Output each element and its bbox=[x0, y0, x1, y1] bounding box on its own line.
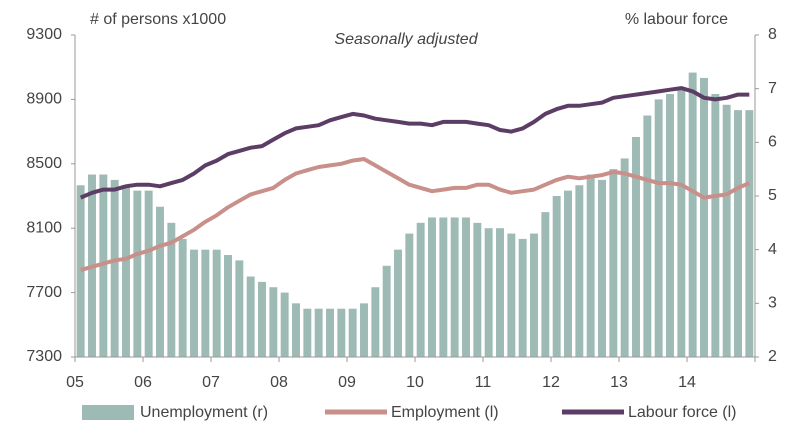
bar bbox=[76, 185, 85, 357]
bar bbox=[224, 255, 232, 357]
bar bbox=[473, 222, 482, 357]
bar bbox=[654, 99, 663, 358]
y-tick-label: 8500 bbox=[26, 155, 62, 172]
bar bbox=[609, 169, 618, 357]
bar bbox=[303, 308, 312, 357]
y-tick-label: 9300 bbox=[26, 26, 62, 43]
bar bbox=[643, 115, 652, 357]
bar bbox=[745, 110, 754, 357]
bar bbox=[666, 94, 674, 358]
x-tick-label: 12 bbox=[542, 374, 560, 391]
bar bbox=[337, 308, 346, 357]
y-tick-label: 8100 bbox=[26, 219, 62, 236]
bar bbox=[133, 190, 142, 357]
bar bbox=[541, 212, 550, 357]
legend-label: Unemployment (r) bbox=[140, 404, 268, 421]
y2-tick-label: 3 bbox=[768, 295, 777, 312]
x-tick-label: 08 bbox=[270, 374, 288, 391]
y-tick-label: 7300 bbox=[26, 348, 62, 365]
bar bbox=[178, 238, 187, 357]
line bbox=[79, 86, 750, 200]
bar bbox=[632, 136, 640, 357]
bar bbox=[280, 292, 289, 357]
y-tick-label: 7700 bbox=[26, 284, 62, 301]
bar bbox=[496, 228, 504, 357]
bar bbox=[394, 249, 402, 357]
bar bbox=[382, 265, 391, 357]
y2-tick-label: 7 bbox=[768, 80, 777, 97]
bar bbox=[518, 238, 527, 357]
y2-tick-label: 8 bbox=[768, 26, 777, 43]
bar bbox=[734, 110, 742, 357]
x-tick-label: 07 bbox=[202, 374, 220, 391]
bar bbox=[144, 190, 153, 357]
x-tick-label: 11 bbox=[475, 374, 492, 391]
bar bbox=[620, 158, 629, 357]
bar bbox=[462, 217, 470, 357]
x-tick-label: 06 bbox=[134, 374, 152, 391]
y2-axis-label: % labour force bbox=[625, 11, 728, 28]
bar bbox=[428, 217, 436, 357]
x-tick-label: 09 bbox=[338, 374, 356, 391]
bar bbox=[348, 308, 357, 357]
bar bbox=[167, 222, 176, 357]
bar bbox=[201, 249, 210, 357]
bar bbox=[507, 233, 516, 357]
x-tick-label: 05 bbox=[66, 374, 84, 391]
bar bbox=[598, 179, 606, 357]
bar bbox=[212, 249, 221, 357]
bar bbox=[688, 72, 697, 358]
x-tick-label: 13 bbox=[610, 374, 628, 391]
bar bbox=[110, 179, 119, 357]
y2-tick-label: 2 bbox=[768, 348, 777, 365]
bar bbox=[246, 276, 255, 357]
bar bbox=[677, 88, 686, 358]
legend-label: Labour force (l) bbox=[628, 404, 737, 421]
bar bbox=[439, 217, 448, 357]
bar bbox=[122, 185, 130, 357]
bar bbox=[484, 228, 493, 357]
bar bbox=[156, 206, 164, 357]
bar bbox=[450, 217, 459, 357]
bar bbox=[416, 222, 425, 357]
x-tick-label: 10 bbox=[406, 374, 424, 391]
bar bbox=[190, 249, 198, 357]
bar bbox=[314, 308, 323, 357]
bar bbox=[564, 190, 572, 357]
bar bbox=[552, 196, 561, 357]
bar bbox=[235, 260, 244, 357]
y2-tick-label: 4 bbox=[768, 241, 777, 258]
bar bbox=[586, 174, 595, 357]
x-tick-label: 14 bbox=[678, 374, 696, 391]
bar bbox=[360, 303, 368, 357]
bar bbox=[575, 185, 584, 357]
bar bbox=[269, 287, 278, 357]
bar bbox=[99, 174, 108, 357]
bar bbox=[405, 233, 414, 357]
y2-tick-label: 6 bbox=[768, 134, 777, 151]
bar bbox=[700, 77, 708, 357]
subtitle: Seasonally adjusted bbox=[334, 31, 478, 48]
bar bbox=[711, 94, 720, 358]
bar bbox=[722, 104, 731, 358]
bar bbox=[258, 281, 266, 357]
legend-label: Employment (l) bbox=[391, 404, 499, 421]
y-axis-label: # of persons x1000 bbox=[90, 11, 226, 28]
bar bbox=[371, 287, 380, 357]
y-tick-label: 8900 bbox=[26, 91, 62, 108]
line bbox=[80, 157, 751, 273]
bar bbox=[530, 233, 538, 357]
bar bbox=[326, 308, 334, 357]
legend-swatch bbox=[82, 405, 134, 420]
bar bbox=[292, 303, 300, 357]
y2-tick-label: 5 bbox=[768, 187, 777, 204]
